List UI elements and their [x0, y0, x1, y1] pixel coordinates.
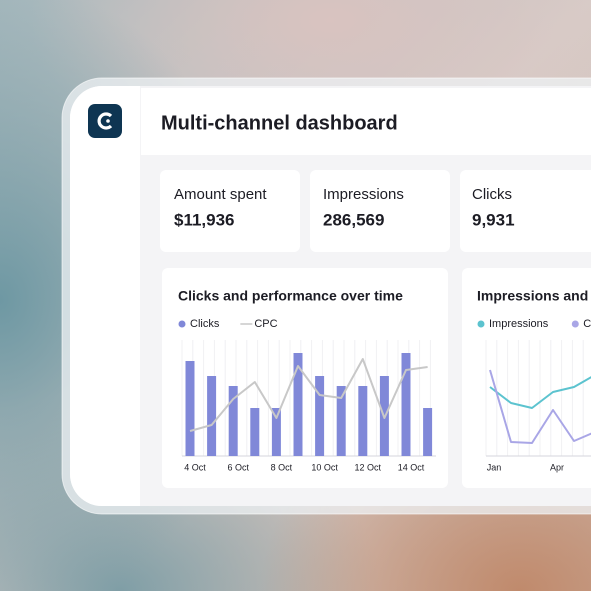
x-tick-label: Apr	[550, 462, 564, 472]
bar	[207, 376, 217, 456]
x-tick-label: 12 Oct	[355, 462, 382, 472]
bar	[423, 408, 433, 456]
line	[489, 374, 591, 409]
x-tick-label: 4 Oct	[184, 462, 206, 472]
legend-marker	[178, 320, 186, 328]
chart-card	[462, 268, 591, 488]
x-tick-label: Jan	[487, 462, 502, 472]
logo[interactable]	[88, 104, 122, 138]
chart-title: Clicks and performance over time	[178, 288, 403, 304]
legend-label: CPC	[254, 318, 277, 330]
kpi-card	[460, 170, 591, 252]
bar	[358, 386, 368, 456]
legend-label: Impressions	[489, 318, 549, 330]
chart-title: Impressions and	[477, 288, 588, 304]
x-tick-label: 14 Oct	[398, 462, 425, 472]
kpi-card	[310, 170, 450, 252]
bar	[185, 361, 195, 456]
x-tick-label: 6 Oct	[227, 462, 249, 472]
legend-marker	[477, 320, 485, 328]
sidebar	[70, 86, 140, 506]
legend-marker	[571, 320, 579, 328]
kpi-value: 9,931	[472, 210, 515, 229]
kpi-label: Impressions	[323, 186, 404, 203]
line	[489, 369, 591, 444]
kpi-value: $11,936	[174, 210, 235, 229]
kpi-value: 286,569	[323, 210, 384, 229]
logo-glyph	[97, 112, 113, 130]
bar	[336, 386, 346, 456]
kpi-label: Clicks	[472, 186, 512, 203]
kpi-card	[160, 170, 300, 252]
bar	[228, 386, 238, 456]
line	[189, 358, 428, 432]
x-tick-label: 10 Oct	[311, 462, 338, 472]
bar	[250, 408, 260, 456]
x-tick-label: 8 Oct	[271, 462, 293, 472]
page-title: Multi-channel dashboard	[161, 112, 398, 134]
content: Multi-channel dashboard Amount spent $11…	[70, 86, 591, 506]
bar	[315, 376, 325, 456]
legend-label: Clicks	[190, 318, 220, 330]
logo-dot	[106, 119, 110, 123]
legend-label: Clicks	[583, 318, 591, 330]
bar	[401, 353, 411, 456]
header	[141, 88, 591, 155]
kpi-label: Amount spent	[174, 186, 267, 203]
bar	[271, 408, 281, 456]
bar	[293, 353, 303, 456]
